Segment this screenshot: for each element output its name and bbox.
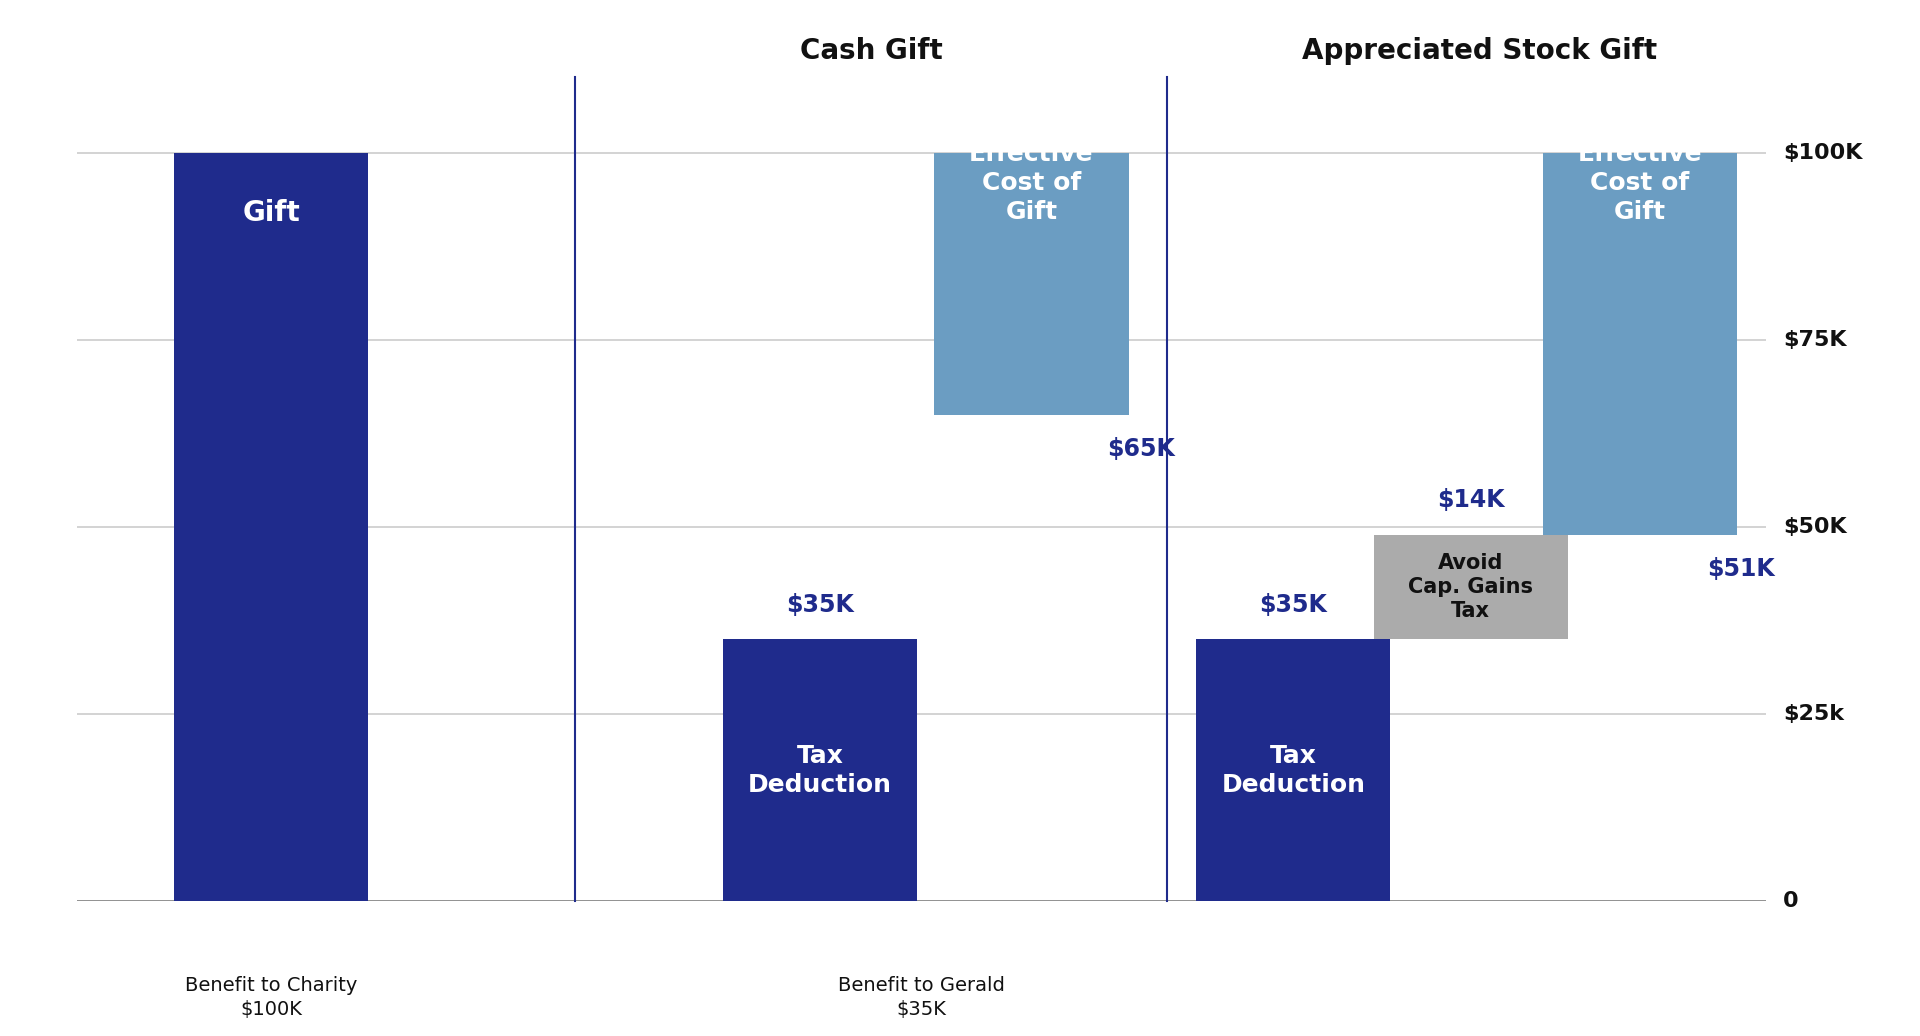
Text: $25k: $25k [1784,704,1845,724]
Bar [935,153,1129,415]
Text: 0: 0 [1784,891,1799,912]
Text: Benefit to Gerald
$35K: Benefit to Gerald $35K [839,976,1004,1018]
Bar [175,153,369,901]
Text: Effective
Cost of
Gift: Effective Cost of Gift [970,142,1094,224]
Text: Appreciated Stock Gift: Appreciated Stock Gift [1302,37,1657,65]
Bar [724,639,918,901]
Text: Tax
Deduction: Tax Deduction [749,744,893,797]
Text: Effective
Cost of
Gift: Effective Cost of Gift [1578,142,1701,224]
Text: Benefit to Charity
$100K: Benefit to Charity $100K [184,976,357,1018]
Bar [1373,535,1569,639]
Text: $75K: $75K [1784,330,1847,350]
Text: Cash Gift: Cash Gift [799,37,943,65]
Text: $50K: $50K [1784,517,1847,538]
Text: Gift: Gift [242,199,300,227]
Text: $35K: $35K [1260,593,1327,617]
Text: $51K: $51K [1707,557,1774,581]
Text: Avoid
Cap. Gains
Tax: Avoid Cap. Gains Tax [1407,553,1534,621]
Text: $65K: $65K [1108,437,1175,461]
Text: $14K: $14K [1436,488,1505,512]
Text: Tax
Deduction: Tax Deduction [1221,744,1365,797]
Text: $35K: $35K [787,593,854,617]
Bar [1542,153,1738,535]
Bar [1196,639,1390,901]
Text: $100K: $100K [1784,143,1862,163]
